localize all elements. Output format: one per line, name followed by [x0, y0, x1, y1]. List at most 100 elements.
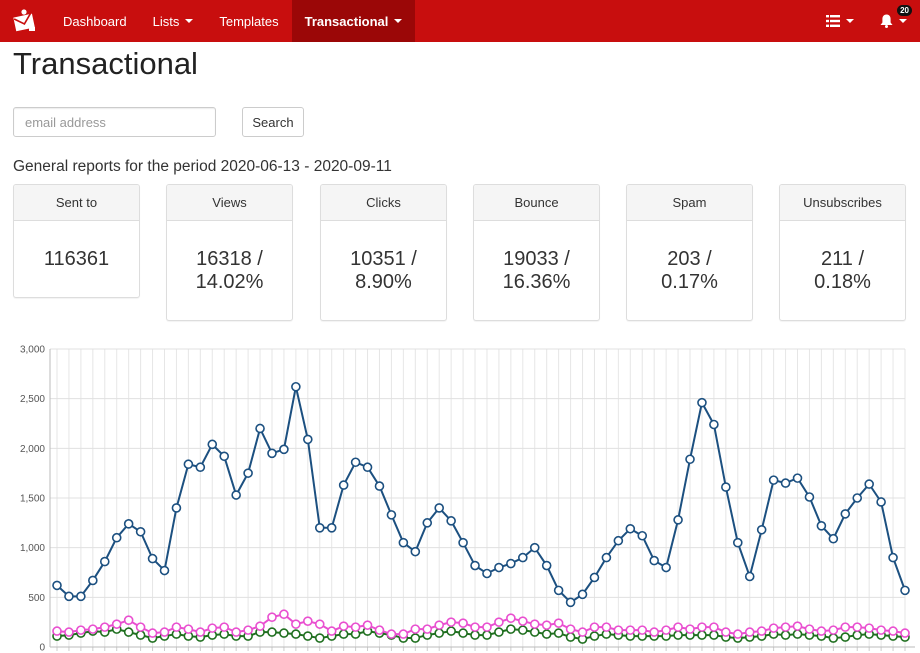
search-button[interactable]: Search [242, 107, 304, 137]
data-point-series-1 [792, 621, 803, 631]
data-point-series-0 [732, 537, 743, 548]
data-point-series-0 [529, 542, 540, 553]
data-point-series-0 [64, 591, 74, 602]
nav-transactional[interactable]: Transactional [291, 0, 416, 42]
data-point-series-0 [243, 468, 253, 478]
data-point-series-1 [326, 626, 337, 636]
stat-value-line1: 16318 / [196, 247, 263, 270]
data-point-series-1 [709, 622, 719, 632]
data-point-series-0 [183, 459, 194, 470]
data-point-series-0 [625, 523, 636, 534]
email-search-input[interactable] [13, 107, 216, 137]
y-tick-label: 1,500 [20, 494, 45, 505]
data-point-series-0 [577, 589, 588, 600]
stat-value-line1: 116361 [43, 247, 110, 270]
data-point-series-2 [840, 632, 851, 642]
data-point-series-1 [243, 625, 253, 635]
data-point-series-1 [99, 622, 110, 632]
nav-dashboard-label: Dashboard [63, 13, 127, 29]
data-point-series-0 [852, 493, 863, 503]
data-point-series-1 [625, 625, 636, 635]
data-point-series-1 [52, 626, 62, 636]
data-point-series-0 [744, 571, 755, 582]
data-point-series-2 [828, 633, 839, 643]
nav-dashboard[interactable]: Dashboard [50, 0, 140, 42]
data-point-series-0 [494, 562, 504, 573]
notifications-dropdown[interactable]: 20 [867, 0, 920, 42]
y-tick-label: 0 [39, 643, 45, 653]
data-point-series-1 [314, 619, 325, 629]
data-point-series-0 [422, 518, 433, 528]
data-point-series-1 [147, 628, 158, 638]
data-point-series-0 [111, 532, 122, 543]
list-menu-dropdown[interactable] [813, 0, 867, 42]
stat-card-label: Views [167, 185, 292, 221]
data-point-series-1 [721, 627, 731, 637]
y-tick-label: 500 [28, 593, 45, 604]
data-point-series-1 [601, 622, 612, 632]
data-point-series-1 [494, 617, 504, 627]
data-point-series-0 [374, 481, 385, 491]
data-point-series-1 [374, 625, 385, 635]
nav-lists[interactable]: Lists [140, 0, 207, 42]
notification-count-badge: 20 [897, 5, 912, 16]
stat-card-views: Views 16318 /14.02% [166, 184, 293, 321]
list-menu-icon [826, 15, 840, 27]
data-point-series-0 [709, 419, 719, 430]
data-point-series-0 [673, 515, 683, 525]
stat-card-label: Bounce [474, 185, 599, 221]
nav-templates-label: Templates [219, 13, 279, 29]
brand-logo[interactable] [0, 0, 50, 42]
nav-transactional-label: Transactional [304, 13, 389, 29]
data-point-series-1 [64, 627, 74, 637]
mail-logo-icon [13, 9, 35, 32]
data-point-series-1 [123, 615, 134, 625]
data-point-series-0 [446, 516, 456, 526]
data-point-series-1 [649, 627, 659, 637]
chevron-down-icon [846, 19, 854, 23]
data-point-series-1 [398, 629, 409, 639]
data-point-series-2 [792, 629, 803, 639]
data-point-series-2 [123, 627, 134, 637]
data-point-series-0 [386, 510, 397, 520]
data-point-series-1 [529, 619, 540, 629]
data-point-series-1 [88, 624, 98, 634]
data-point-series-1 [637, 625, 648, 635]
data-point-series-2 [314, 633, 325, 643]
stat-value-line2: 8.90% [355, 270, 412, 293]
data-point-series-0 [613, 535, 624, 546]
nav-templates[interactable]: Templates [206, 0, 291, 42]
stat-card-value: 203 /0.17% [627, 221, 752, 320]
data-point-series-0 [99, 556, 110, 567]
data-point-series-2 [279, 628, 289, 638]
data-point-series-1 [697, 622, 707, 632]
stat-value-line1: 10351 / [350, 247, 417, 270]
data-point-series-2 [780, 630, 791, 640]
data-point-series-0 [541, 560, 552, 571]
stat-value-line1: 19033 / [503, 247, 570, 270]
data-point-series-0 [756, 524, 767, 535]
stat-card-bounce: Bounce 19033 /16.36% [473, 184, 600, 321]
data-point-series-1 [518, 616, 528, 626]
data-point-series-0 [135, 526, 146, 537]
bell-icon [880, 14, 893, 28]
data-point-series-1 [482, 622, 492, 632]
data-point-series-0 [792, 473, 803, 483]
data-point-series-1 [876, 625, 886, 635]
series-line-0 [56, 386, 906, 604]
data-point-series-0 [52, 580, 62, 591]
data-point-series-1 [864, 623, 874, 633]
data-point-series-1 [303, 616, 313, 626]
stat-card-label: Sent to [14, 185, 139, 221]
data-point-series-2 [482, 630, 492, 640]
data-point-series-0 [482, 568, 492, 579]
data-point-series-1 [458, 618, 468, 628]
data-point-series-1 [577, 627, 588, 637]
data-point-series-2 [458, 628, 468, 638]
data-point-series-0 [171, 503, 182, 513]
y-tick-label: 2,500 [20, 394, 45, 405]
data-point-series-1 [768, 623, 779, 633]
stat-value-line2: 0.17% [661, 270, 718, 293]
data-point-series-0 [589, 572, 600, 583]
data-point-series-1 [816, 626, 827, 636]
